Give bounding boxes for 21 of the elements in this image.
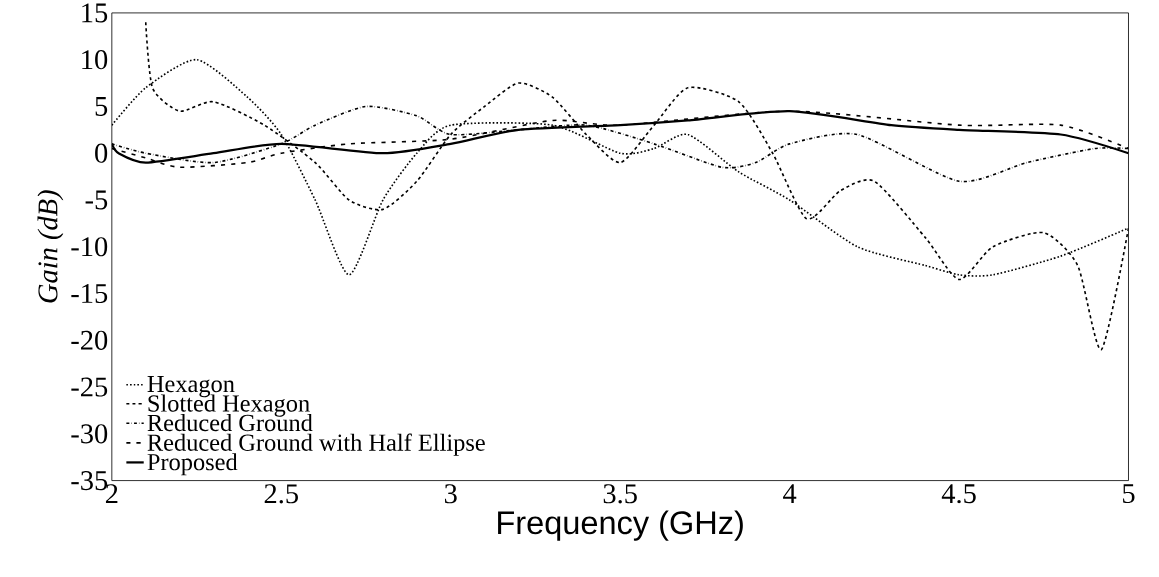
- y-tick-label: -25: [71, 377, 108, 397]
- x-tick-label: 2: [105, 484, 118, 503]
- y-tick-label: 15: [82, 3, 108, 23]
- x-tick-label: 4.5: [941, 484, 976, 504]
- y-axis-title: Gain (dB): [37, 190, 64, 303]
- x-tick-label: 2.5: [264, 484, 298, 504]
- y-tick-label: -15: [71, 283, 108, 303]
- x-tick-label: 5: [1123, 484, 1135, 504]
- y-tick-label: 10: [82, 50, 108, 70]
- y-tick-label: -10: [71, 237, 108, 257]
- y-tick-label: 0: [95, 143, 108, 163]
- x-axis-title: Frequency (GHz): [498, 510, 743, 541]
- y-tick-label: -35: [71, 470, 108, 491]
- x-tick-label: 3: [444, 484, 457, 504]
- legend-label: Proposed: [147, 453, 238, 476]
- y-tick-label: 5: [95, 96, 108, 116]
- x-tick-label: 4: [783, 484, 797, 503]
- y-tick-label: -30: [71, 424, 108, 444]
- y-tick-label: -20: [71, 330, 108, 350]
- y-tick-label: -5: [85, 190, 108, 210]
- x-tick-label: 3.5: [603, 484, 637, 504]
